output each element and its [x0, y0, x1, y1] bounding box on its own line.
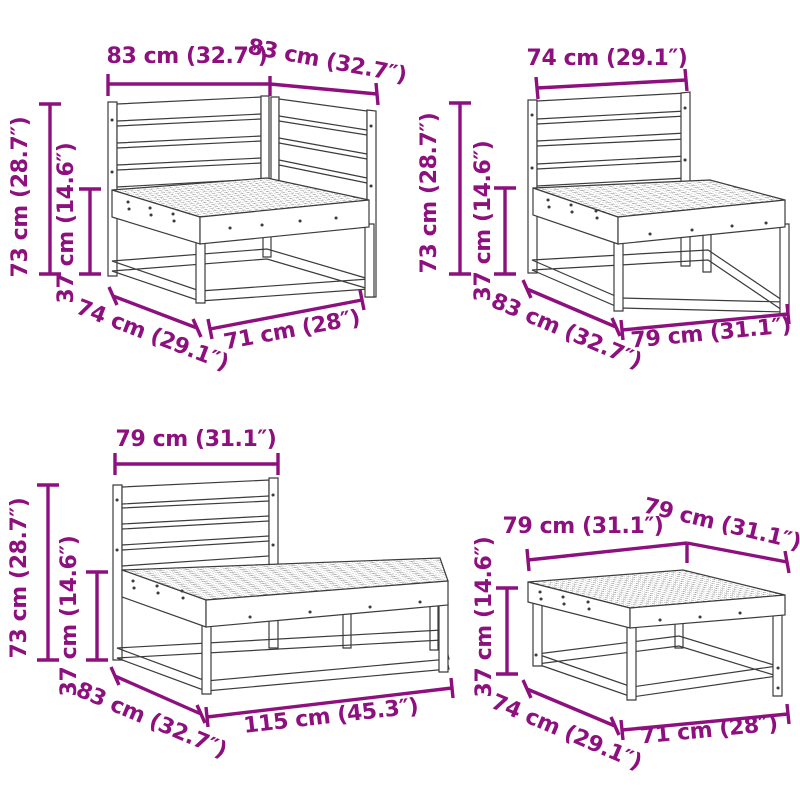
table-base-depth-line — [521, 679, 621, 736]
wide-sofa-seat — [121, 557, 449, 628]
corner-sofa-seat-depth-line — [107, 286, 203, 338]
corner-sofa-seat-height-label: 37 cm (14.6″) — [54, 142, 79, 304]
table-top-depth-line — [686, 541, 791, 574]
middle-sofa-base — [531, 211, 790, 315]
wide-sofa-depth-line — [109, 666, 207, 724]
table-height-line — [496, 586, 518, 676]
corner-sofa-seat — [111, 177, 370, 245]
table-screws — [534, 590, 780, 690]
wide-sofa-seat-height-label: 37 cm (14.6″) — [57, 535, 82, 697]
corner-sofa-total-height-line — [39, 102, 61, 276]
corner-sofa-screws — [110, 118, 373, 230]
middle-sofa-screws — [530, 106, 768, 236]
wide-sofa-screws — [115, 493, 422, 619]
middle-sofa-drawing — [527, 91, 790, 315]
table-top-width-line — [525, 541, 689, 572]
corner-sofa-seat-height-line — [79, 187, 101, 276]
corner-sofa-backrest — [107, 95, 377, 298]
wide-sofa-seat-height-line — [86, 570, 108, 662]
middle-sofa-width-line — [619, 303, 791, 341]
middle-sofa-seat-height-label: 37 cm (14.6″) — [471, 140, 496, 302]
corner-sofa-back-width-label: 83 cm (32.7″) — [106, 44, 268, 69]
table-top-width-label: 79 cm (31.1″) — [502, 514, 664, 539]
middle-sofa-backrest — [527, 91, 691, 274]
middle-sofa-total-height-label: 73 cm (28.7″) — [417, 112, 442, 274]
middle-sofa-backrest-width-label: 74 cm (29.1″) — [526, 46, 688, 71]
dimension-lines — [37, 68, 791, 741]
wide-sofa-backrest-width-label: 79 cm (31.1″) — [115, 427, 277, 452]
corner-sofa-total-height-label: 73 cm (28.7″) — [8, 116, 33, 278]
corner-sofa-drawing — [107, 95, 377, 304]
wide-sofa-total-height-label: 73 cm (28.7″) — [7, 497, 32, 659]
wide-sofa-backrest-width-line — [113, 453, 280, 475]
wide-sofa-total-height-line — [37, 483, 59, 662]
corner-sofa-side-width-line — [269, 82, 380, 106]
corner-sofa-seat-width-line — [206, 289, 366, 340]
middle-sofa-backrest-width-line — [534, 68, 689, 100]
middle-sofa-depth-line — [521, 279, 622, 337]
table-height-label: 37 cm (14.6″) — [472, 536, 497, 698]
middle-sofa-seat-height-line — [494, 186, 516, 276]
wide-sofa-width-line — [204, 677, 455, 728]
corner-sofa-back-width-line — [106, 74, 272, 96]
table-top — [527, 569, 786, 629]
middle-sofa-total-height-line — [449, 101, 471, 276]
wide-sofa-drawing — [112, 477, 450, 695]
middle-sofa-seat — [532, 179, 786, 245]
table-base-width-line — [619, 703, 791, 741]
table-drawing — [527, 569, 786, 701]
